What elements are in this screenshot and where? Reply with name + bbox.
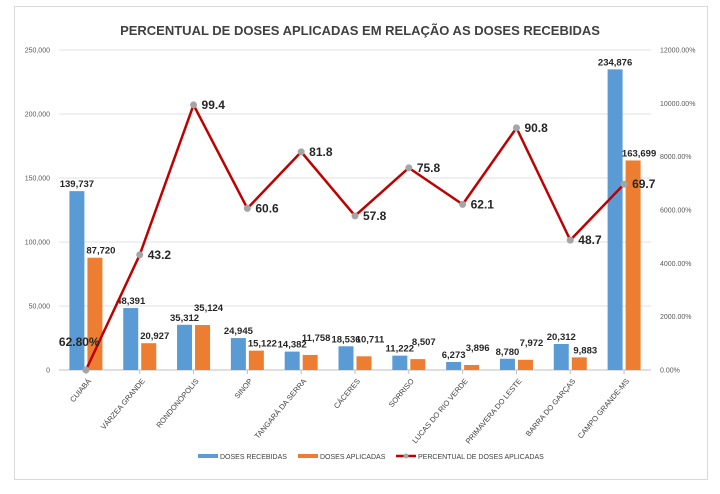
bar-doses-aplicadas bbox=[410, 359, 426, 370]
x-category-label: BARRA DO GARÇAS bbox=[524, 377, 578, 438]
legend-swatch-recebidas bbox=[198, 454, 218, 458]
data-label-aplicadas: 15,122 bbox=[248, 339, 277, 350]
chart-title: PERCENTUAL DE DOSES APLICADAS EM RELAÇÃO… bbox=[120, 23, 600, 38]
bar-doses-recebidas bbox=[499, 358, 515, 370]
legend-label-recebidas: DOSES RECEBIDAS bbox=[220, 454, 287, 461]
bar-doses-recebidas bbox=[553, 344, 569, 370]
data-label-recebidas: 18,536 bbox=[331, 334, 360, 345]
data-label-recebidas: 234,876 bbox=[598, 57, 632, 68]
y-right-tick-label: 4000.00% bbox=[660, 261, 692, 268]
bar-doses-aplicadas bbox=[356, 356, 372, 370]
data-label-recebidas: 6,273 bbox=[442, 350, 466, 361]
data-label-aplicadas: 7,972 bbox=[520, 338, 544, 349]
line-data-label: 62.1 bbox=[471, 197, 495, 211]
bar-doses-aplicadas bbox=[141, 343, 157, 370]
bar-doses-recebidas bbox=[230, 338, 246, 370]
line-marker bbox=[136, 251, 144, 259]
y-left-tick-label: 50,000 bbox=[29, 304, 51, 311]
y-left-tick-label: 150,000 bbox=[25, 176, 50, 183]
line-data-label: 81.8 bbox=[309, 145, 333, 159]
data-label-aplicadas: 3,896 bbox=[466, 343, 490, 354]
x-category-label: CAMPO GRANDE-MS bbox=[576, 377, 631, 441]
data-label-aplicadas: 35,124 bbox=[194, 303, 224, 314]
x-category-label: PRIMAVERA DO LESTE bbox=[464, 377, 524, 446]
legend-label-percentual: PERCENTUAL DE DOSES APLICADAS bbox=[418, 454, 544, 461]
y-left-tick-label: 0 bbox=[46, 368, 50, 375]
bar-doses-recebidas bbox=[446, 361, 462, 370]
line-marker bbox=[351, 212, 359, 220]
x-category-label: CÁCERES bbox=[332, 377, 362, 411]
data-label-recebidas: 20,312 bbox=[547, 332, 576, 343]
line-data-label: 62.80% bbox=[59, 335, 100, 349]
x-category-label: TANGARÁ DA SERRA bbox=[253, 377, 309, 441]
line-marker bbox=[243, 204, 251, 212]
line-data-label: 69.7 bbox=[632, 177, 656, 191]
line-data-label: 90.8 bbox=[524, 121, 548, 135]
bar-doses-aplicadas bbox=[571, 357, 587, 370]
data-label-recebidas: 48,391 bbox=[116, 296, 146, 307]
line-marker bbox=[405, 164, 413, 172]
bar-doses-recebidas bbox=[607, 69, 623, 371]
data-label-recebidas: 139,737 bbox=[60, 179, 94, 190]
x-category-label: SORRISO bbox=[387, 377, 416, 409]
bar-doses-aplicadas bbox=[302, 354, 318, 370]
bar-doses-recebidas bbox=[284, 351, 300, 370]
data-label-aplicadas: 9,883 bbox=[573, 345, 597, 356]
y-left-tick-label: 200,000 bbox=[25, 112, 50, 119]
legend-swatch-aplicadas bbox=[298, 454, 318, 458]
bar-doses-aplicadas bbox=[248, 350, 264, 370]
data-label-recebidas: 11,222 bbox=[386, 344, 415, 355]
line-marker bbox=[459, 200, 467, 208]
line-data-label: 75.8 bbox=[417, 161, 441, 175]
line-marker bbox=[566, 236, 574, 244]
x-category-label: RONDONÓPOLIS bbox=[154, 377, 200, 430]
line-marker bbox=[82, 366, 90, 374]
legend-label-aplicadas: DOSES APLICADAS bbox=[320, 454, 386, 461]
bar-doses-recebidas bbox=[338, 346, 354, 370]
data-label-recebidas: 24,945 bbox=[224, 326, 254, 337]
data-label-aplicadas: 8,507 bbox=[412, 337, 436, 348]
bar-doses-aplicadas bbox=[195, 325, 211, 370]
data-label-aplicadas: 163,699 bbox=[622, 148, 656, 159]
bar-doses-aplicadas bbox=[464, 365, 480, 370]
line-data-label: 60.6 bbox=[255, 201, 279, 215]
y-right-tick-label: 6000.00% bbox=[660, 208, 692, 215]
y-right-tick-label: 2000.00% bbox=[660, 314, 692, 321]
legend-marker-percentual bbox=[403, 453, 409, 459]
y-right-tick-label: 12000.00% bbox=[660, 48, 695, 55]
data-label-recebidas: 14,382 bbox=[278, 340, 307, 351]
line-marker bbox=[512, 124, 520, 132]
x-category-label: LUCAS DO RIO VERDE bbox=[410, 377, 469, 445]
bar-doses-recebidas bbox=[392, 355, 408, 370]
line-data-label: 48.7 bbox=[578, 233, 602, 247]
line-marker bbox=[620, 180, 628, 188]
line-marker bbox=[190, 101, 198, 109]
bar-doses-recebidas bbox=[123, 308, 139, 370]
x-category-label: VÁRZEA GRANDE bbox=[99, 377, 147, 432]
data-label-aplicadas: 87,720 bbox=[86, 246, 115, 257]
y-left-tick-label: 100,000 bbox=[25, 240, 50, 247]
bar-doses-aplicadas bbox=[517, 359, 533, 370]
chart-frame bbox=[14, 6, 708, 480]
data-label-aplicadas: 10,711 bbox=[356, 334, 385, 345]
data-label-aplicadas: 11,758 bbox=[302, 333, 331, 344]
y-right-tick-label: 0.00% bbox=[660, 368, 680, 375]
line-data-label: 43.2 bbox=[148, 248, 172, 262]
x-category-label: SINOP bbox=[233, 377, 255, 401]
data-label-aplicadas: 20,927 bbox=[140, 331, 169, 342]
line-data-label: 99.4 bbox=[202, 98, 226, 112]
line-marker bbox=[297, 148, 305, 156]
line-data-label: 57.8 bbox=[363, 209, 387, 223]
bar-doses-recebidas bbox=[69, 191, 85, 370]
y-right-tick-label: 8000.00% bbox=[660, 154, 692, 161]
bar-doses-aplicadas bbox=[625, 160, 641, 370]
bar-doses-recebidas bbox=[177, 324, 193, 370]
y-right-tick-label: 10000.00% bbox=[660, 101, 695, 108]
x-category-label: CUIABÁ bbox=[68, 377, 93, 404]
y-left-tick-label: 250,000 bbox=[25, 48, 50, 55]
data-label-recebidas: 35,312 bbox=[170, 313, 199, 324]
data-label-recebidas: 8,780 bbox=[496, 347, 520, 358]
